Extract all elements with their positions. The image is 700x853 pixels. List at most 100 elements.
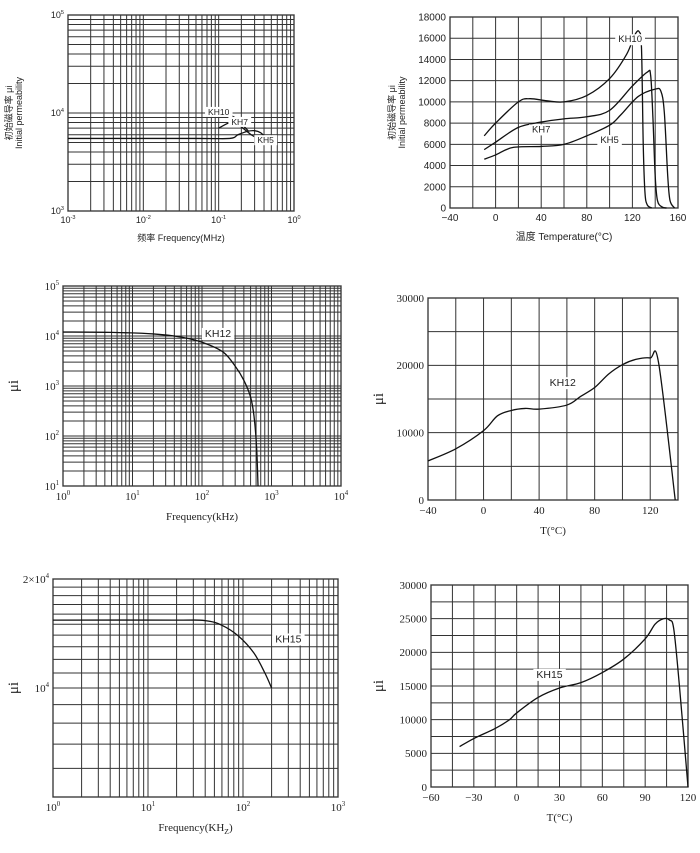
y-tick-label: 103 <box>51 206 64 216</box>
curve-label-kh12: KH12 <box>205 328 231 340</box>
x-axis-title: T(°C) <box>547 812 573 824</box>
y-tick-label: 6000 <box>424 140 447 151</box>
curve-label-background <box>546 377 580 390</box>
y-tick-label: 18000 <box>418 13 446 24</box>
x-tick-label: 10-1 <box>211 215 226 225</box>
curve-label-kh7: KH7 <box>532 124 550 135</box>
y-tick-label: 8000 <box>424 119 447 130</box>
x-tick-label: 103 <box>264 490 279 503</box>
y-tick-label: 10000 <box>418 97 446 108</box>
chart-5: KH15 100 101 102 103 104 2×104 Frequency(KHZ) μi <box>6 573 346 836</box>
y-tick-label: 10000 <box>397 428 425 440</box>
curve-label-kh10: KH10 <box>618 34 642 45</box>
y-tick-label: 103 <box>45 380 60 393</box>
x-axis-title: Frequency(KHZ) <box>158 822 233 836</box>
x-axis-title: Frequency(kHz) <box>166 511 238 523</box>
y-tick-label: 105 <box>45 280 60 293</box>
curve-label-kh10: KH10 <box>208 107 230 117</box>
series-line-kh5 <box>68 129 267 140</box>
x-tick-label: 120 <box>642 505 659 517</box>
chart-6: KH15 −60 −30 0 30 60 90 120 0 5000 10000 15000 20000… <box>371 580 697 824</box>
x-tick-label: 100 <box>46 801 61 814</box>
curve-label-background <box>254 135 278 146</box>
curve-label-kh15: KH15 <box>536 669 562 681</box>
y-tick-label: 15000 <box>400 681 428 693</box>
y-tick-label: 104 <box>45 330 60 343</box>
y-tick-label: 20000 <box>397 360 425 372</box>
y-tick-label: 16000 <box>418 34 446 45</box>
y-axis-title: 初始磁导率 μi <box>3 86 14 141</box>
x-tick-label: 101 <box>125 490 139 503</box>
x-tick-label: 120 <box>624 213 641 224</box>
x-axis-title: T(°C) <box>540 525 566 537</box>
curve-label-background <box>228 116 252 127</box>
x-tick-label: 120 <box>680 792 697 804</box>
x-tick-label: 100 <box>56 490 71 503</box>
y-tick-label: 30000 <box>397 293 425 305</box>
x-tick-label: 104 <box>334 490 349 503</box>
series-line-kh5 <box>483 87 676 209</box>
x-tick-label: 30 <box>554 792 566 804</box>
x-tick-label: 80 <box>581 213 593 224</box>
y-axis-title: Initial permeability <box>397 76 407 149</box>
y-tick-label: 101 <box>45 480 59 493</box>
curve-label-background <box>533 668 566 681</box>
y-tick-label: 105 <box>51 10 64 20</box>
x-tick-label: 10-3 <box>61 215 76 225</box>
series-line-kh7 <box>483 69 667 209</box>
x-tick-label: 102 <box>195 490 210 503</box>
y-tick-label: 12000 <box>418 76 446 87</box>
series-line-kh12 <box>427 350 676 501</box>
y-tick-label: 14000 <box>418 55 446 66</box>
x-tick-label: 60 <box>597 792 609 804</box>
x-tick-label: 0 <box>481 505 487 517</box>
y-tick-label: 104 <box>51 108 64 118</box>
x-tick-label: −40 <box>442 213 459 224</box>
y-tick-label: 4000 <box>424 161 447 172</box>
x-tick-label: 0 <box>514 792 520 804</box>
x-tick-label: 103 <box>331 801 346 814</box>
curve-label-background <box>201 327 235 340</box>
y-axis-title: 初始磁导率 μi <box>386 85 397 140</box>
y-tick-label: 5000 <box>405 748 428 760</box>
y-tick-label: 0 <box>440 204 446 215</box>
y-axis-title: Initial permeability <box>14 76 24 149</box>
curve-label-kh12: KH12 <box>550 377 576 389</box>
curve-label-background <box>597 135 622 147</box>
x-tick-label: 90 <box>640 792 652 804</box>
series-line-kh10 <box>483 30 653 209</box>
x-tick-label: 101 <box>141 801 155 814</box>
curve-label-kh5: KH5 <box>257 135 274 145</box>
curve-label-kh5: KH5 <box>600 135 618 146</box>
x-tick-label: 40 <box>534 505 546 517</box>
y-tick-label: 0 <box>419 495 425 507</box>
curve-label-kh7: KH7 <box>231 117 248 127</box>
curve-label-background <box>272 633 305 646</box>
y-tick-label: 2000 <box>424 182 447 193</box>
y-axis-title: μi <box>371 393 387 405</box>
x-tick-label: 80 <box>589 505 601 517</box>
y-axis-title: μi <box>6 682 22 694</box>
series-line-kh12 <box>62 331 259 487</box>
x-axis-title: 温度 Temperature(°C) <box>516 230 613 243</box>
y-tick-label: 2×104 <box>23 573 50 586</box>
series-line-kh15 <box>459 617 689 788</box>
y-tick-label: 25000 <box>400 614 428 626</box>
curve-label-background <box>615 34 646 46</box>
y-axis-title: μi <box>6 380 22 392</box>
y-tick-label: 104 <box>35 682 50 695</box>
x-tick-label: 40 <box>536 213 548 224</box>
curve-label-background <box>205 106 233 117</box>
x-tick-label: −60 <box>422 792 440 804</box>
curve-label-kh15: KH15 <box>275 633 301 645</box>
y-tick-label: 10000 <box>400 715 428 727</box>
x-tick-label: 10-2 <box>136 215 151 225</box>
x-axis-title: 频率 Frequency(MHz) <box>137 232 225 243</box>
y-tick-label: 102 <box>45 430 60 443</box>
series-line-kh15 <box>52 619 273 689</box>
